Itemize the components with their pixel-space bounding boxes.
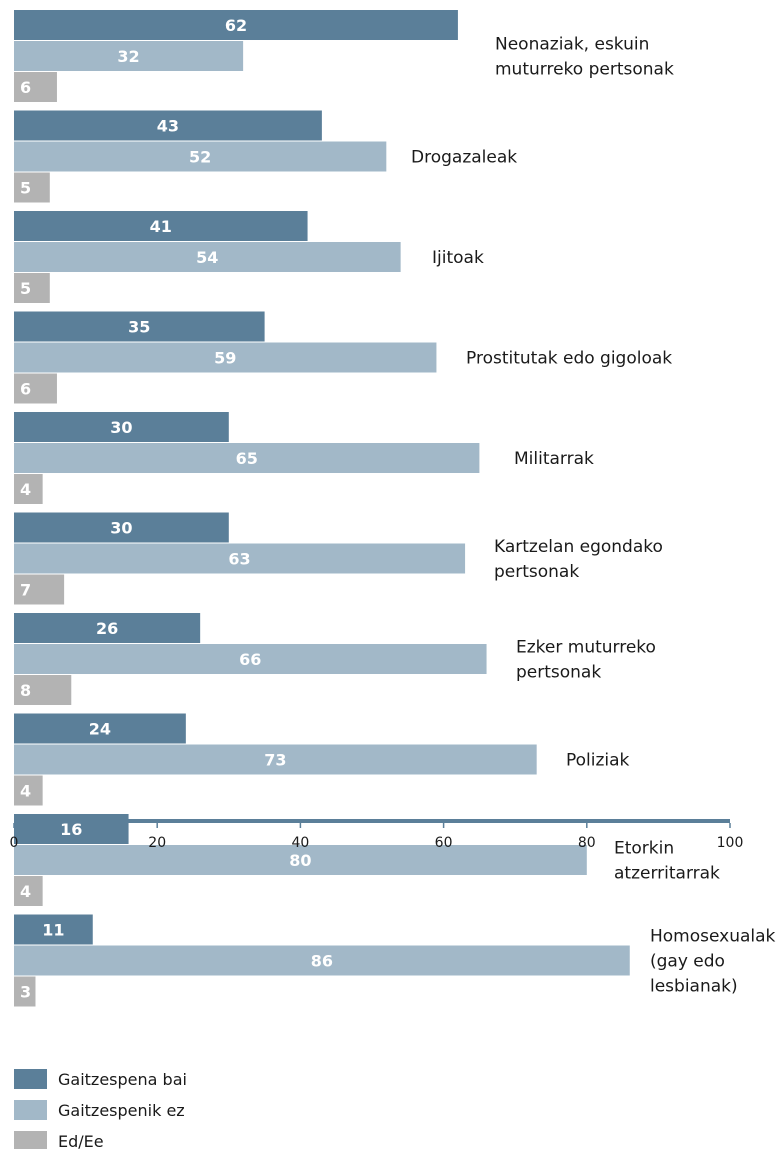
x-axis-line [14, 819, 730, 823]
legend-swatch [14, 1069, 47, 1089]
category-label: Ezker muturreko pertsonak [516, 638, 656, 683]
bar-value-label: 16 [60, 820, 82, 839]
bar-1-3 [14, 211, 308, 241]
bar-2-9 [14, 845, 587, 875]
bar-1-10 [14, 914, 93, 945]
bar-value-label: 62 [225, 16, 247, 35]
bar-3-7 [14, 675, 72, 705]
bar-value-label: 65 [236, 449, 258, 468]
bar-1-2 [14, 110, 322, 141]
bar-value-label: 4 [20, 480, 31, 499]
bar-2-2 [14, 141, 387, 172]
x-tick-label: 0 [10, 835, 19, 851]
bar-1-1 [14, 10, 458, 40]
x-tick-label: 40 [291, 835, 309, 851]
x-tick-label: 80 [578, 835, 596, 851]
bar-value-label: 59 [214, 349, 236, 368]
bar-value-label: 26 [96, 619, 118, 638]
x-tick-label: 20 [148, 835, 166, 851]
bar-value-label: 80 [289, 851, 311, 870]
bar-1-6 [14, 512, 229, 543]
bar-value-label: 52 [189, 148, 211, 167]
bar-2-6 [14, 543, 466, 574]
bar-2-1 [14, 41, 244, 71]
bar-3-2 [14, 172, 50, 203]
bar-value-label: 6 [20, 78, 31, 97]
bar-3-3 [14, 273, 50, 303]
bar-2-10 [14, 945, 630, 976]
bar-value-label: 24 [89, 720, 111, 739]
bar-3-9 [14, 876, 43, 906]
legend-label: Ed/Ee [58, 1132, 104, 1149]
bar-value-label: 86 [311, 952, 333, 971]
bar-3-1 [14, 72, 57, 102]
bar-2-5 [14, 443, 480, 473]
x-tick-label: 60 [435, 835, 453, 851]
bar-value-label: 43 [157, 117, 179, 136]
bar-value-label: 6 [20, 380, 31, 399]
bar-2-7 [14, 644, 487, 674]
bar-value-label: 32 [117, 47, 139, 66]
bar-value-label: 3 [20, 983, 31, 1002]
bar-value-label: 30 [110, 519, 132, 538]
bar-1-4 [14, 311, 265, 342]
bar-3-4 [14, 373, 57, 404]
bar-value-label: 66 [239, 650, 261, 669]
bar-value-label: 73 [264, 751, 286, 770]
category-label: Etorkin atzerritarrak [614, 839, 720, 884]
legend-swatch [14, 1131, 47, 1149]
legend-label: Gaitzespenik ez [58, 1101, 185, 1120]
legend-label: Gaitzespena bai [58, 1070, 187, 1089]
bar-value-label: 8 [20, 681, 31, 700]
bar-1-5 [14, 412, 229, 442]
legend-swatch [14, 1100, 47, 1120]
bar-1-7 [14, 613, 201, 643]
bar-value-label: 54 [196, 248, 218, 267]
category-label: Kartzelan egondako pertsonak [494, 537, 663, 582]
bar-value-label: 5 [20, 279, 31, 298]
category-label: Ijitoak [432, 248, 484, 268]
bar-3-6 [14, 574, 65, 605]
bar-value-label: 4 [20, 882, 31, 901]
bar-3-10 [14, 976, 36, 1007]
category-label: Homosexualak (gay edo lesbianak) [650, 927, 776, 997]
bar-value-label: 63 [228, 550, 250, 569]
bar-1-8 [14, 713, 186, 744]
bar-2-4 [14, 342, 437, 373]
category-label: Militarrak [514, 449, 594, 469]
category-label: Neonaziak, eskuin muturreko pertsonak [495, 35, 674, 80]
bar-value-label: 4 [20, 782, 31, 801]
bar-value-label: 7 [20, 581, 31, 600]
bar-2-8 [14, 744, 537, 775]
bar-value-label: 11 [42, 921, 64, 940]
bar-value-label: 30 [110, 418, 132, 437]
bar-3-5 [14, 474, 43, 504]
bar-value-label: 35 [128, 318, 150, 337]
bar-value-label: 5 [20, 179, 31, 198]
category-label: Poliziak [566, 751, 630, 771]
category-label: Prostitutak edo gigoloak [466, 349, 672, 369]
category-label: Drogazaleak [411, 148, 517, 168]
bar-value-label: 41 [150, 217, 172, 236]
x-tick-label: 100 [717, 835, 744, 851]
bar-2-3 [14, 242, 401, 272]
bar-3-8 [14, 775, 43, 806]
